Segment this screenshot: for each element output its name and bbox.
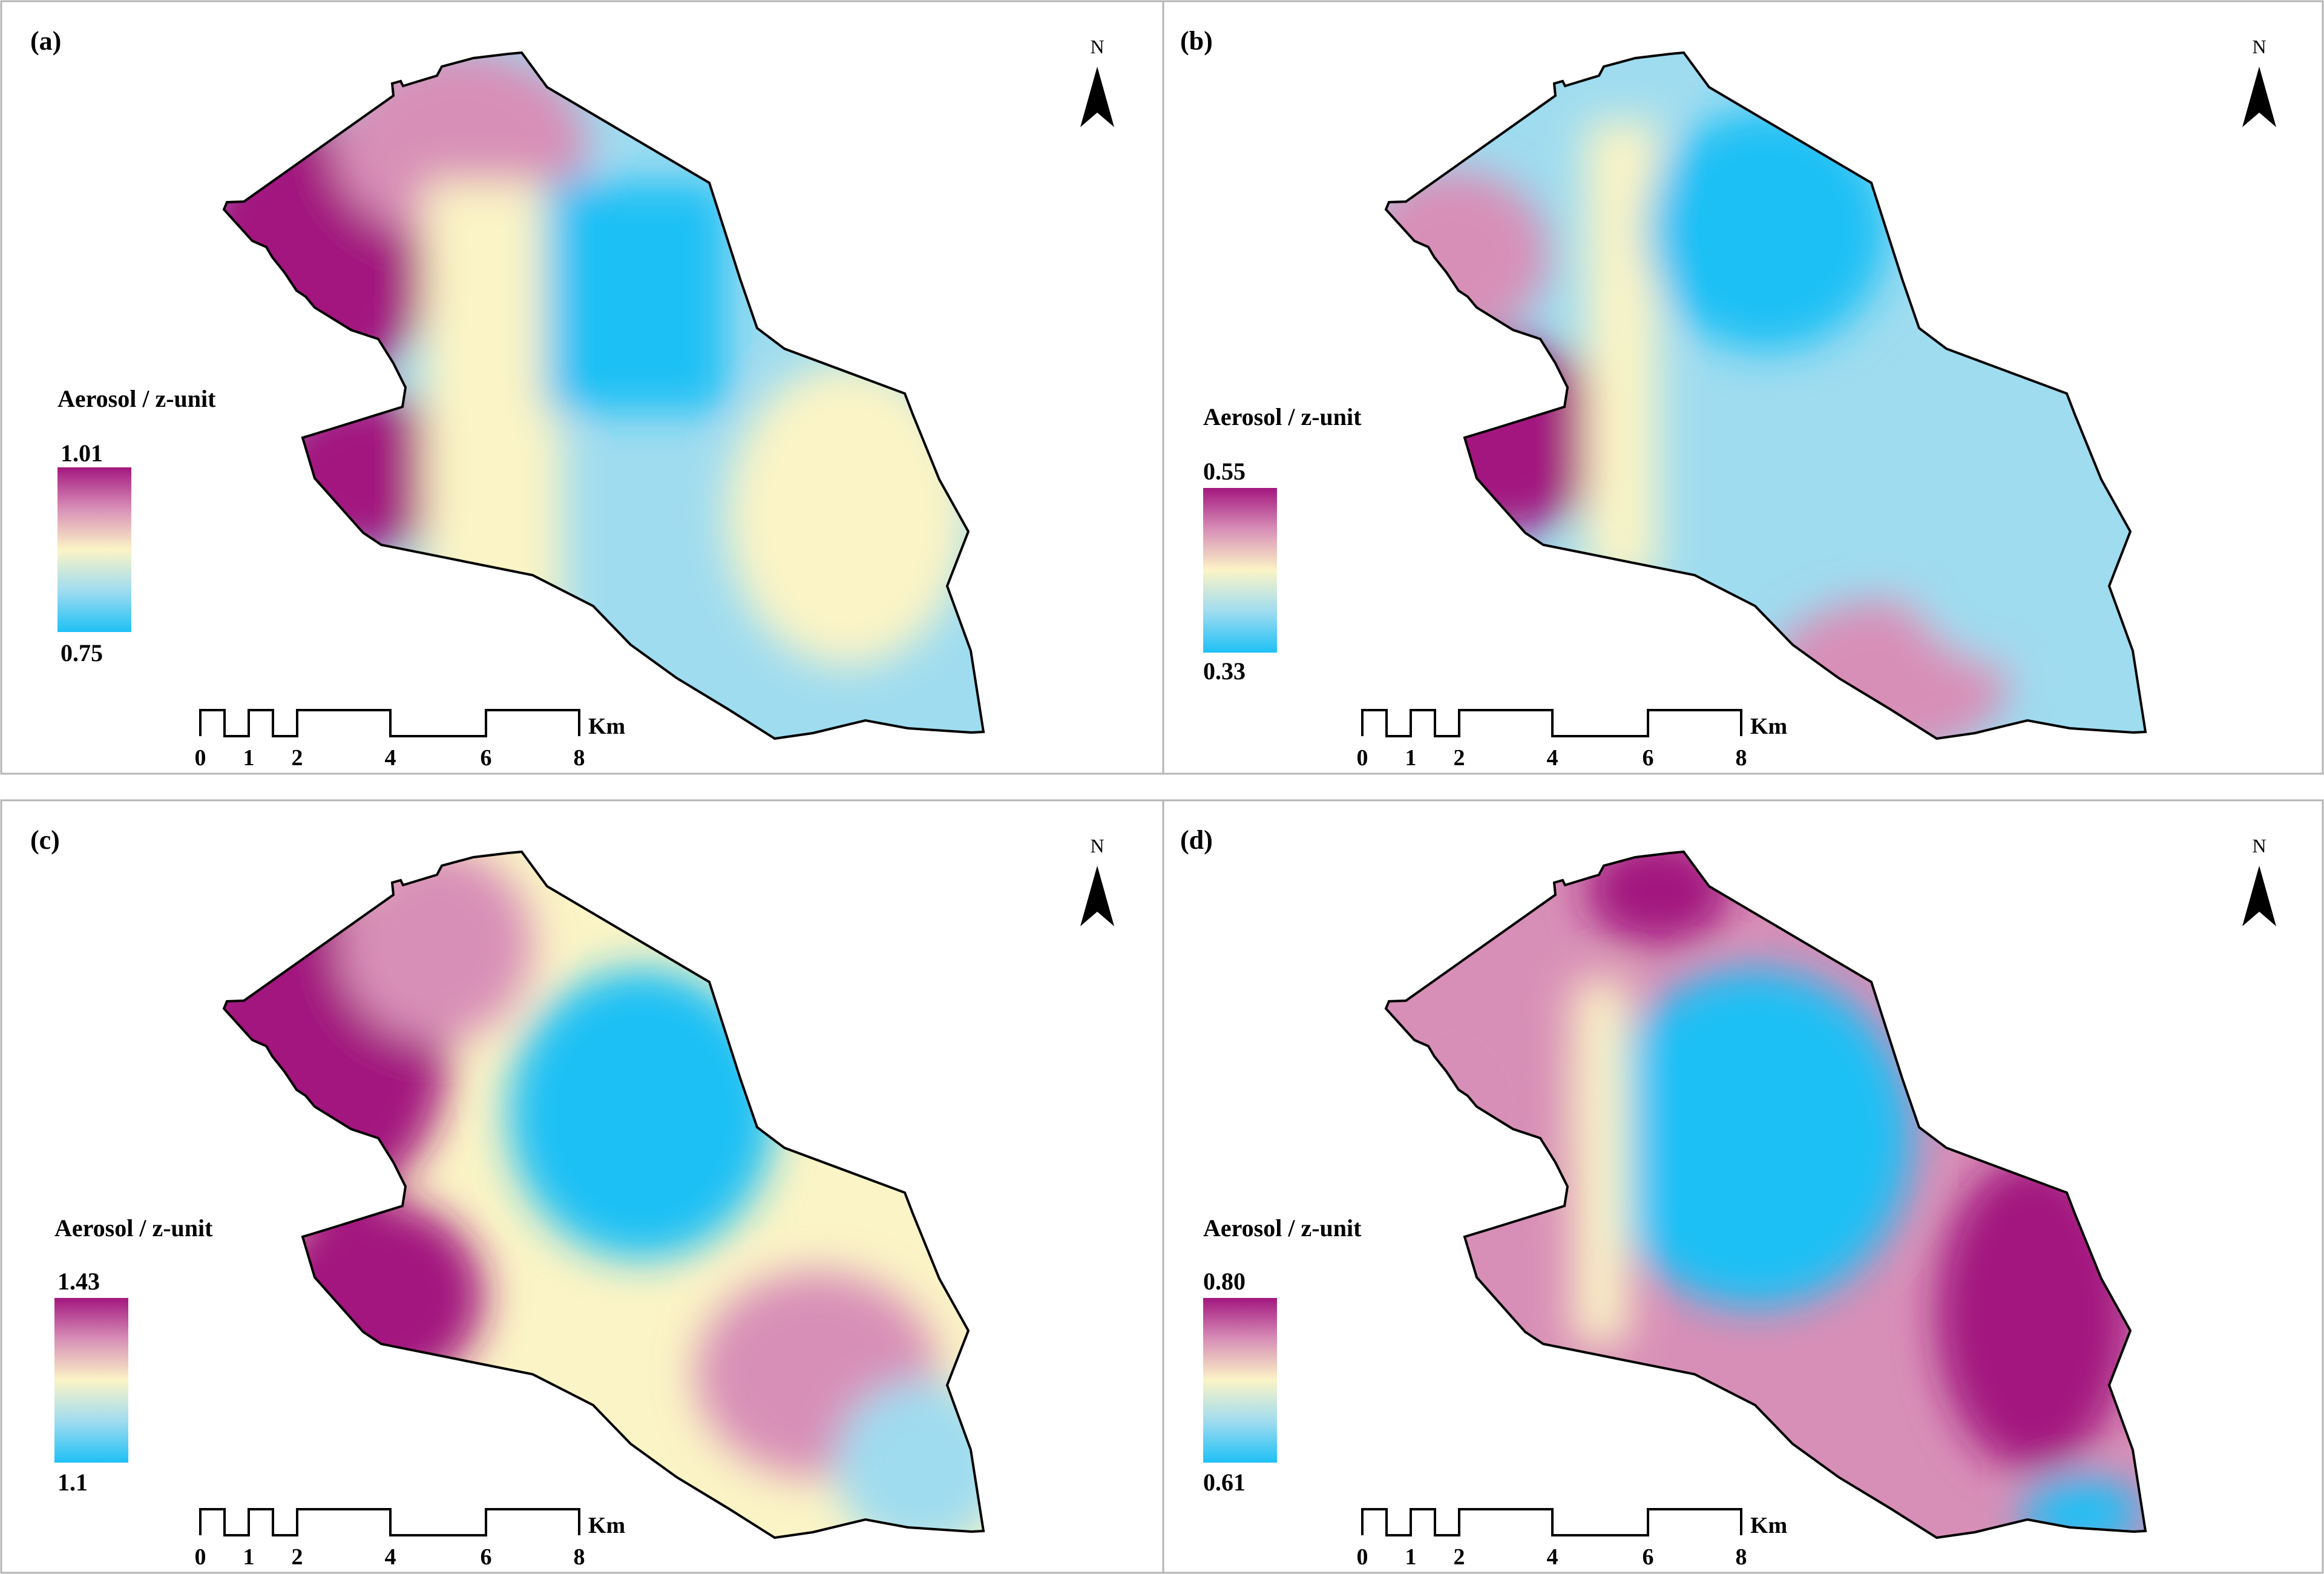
scale-tick-label: 0 xyxy=(1357,745,1368,771)
scale-bar-line xyxy=(199,1508,580,1536)
district-outline xyxy=(222,850,985,1539)
district-outline xyxy=(1384,51,2147,740)
scale-unit: Km xyxy=(588,714,625,739)
scale-tick-label: 6 xyxy=(481,1544,492,1570)
scale-tick-label: 2 xyxy=(1454,1544,1465,1570)
scale-tick-label: 8 xyxy=(574,745,585,771)
legend-title: Aerosol / z-unit xyxy=(57,385,216,412)
scale-tick-label: 0 xyxy=(195,745,206,771)
aerosol-zone-central-low xyxy=(1598,969,1912,1308)
aerosol-zone-east xyxy=(1888,363,2130,666)
scale-tick-label: 6 xyxy=(481,745,492,771)
scale-tick-label: 6 xyxy=(1643,745,1654,771)
legend-min: 0.75 xyxy=(61,639,103,667)
scale-tick-label: 2 xyxy=(292,1544,303,1570)
scale-tick-label: 8 xyxy=(1736,745,1747,771)
scale-unit: Km xyxy=(1750,1513,1787,1538)
north-arrow-icon xyxy=(1080,67,1114,127)
map-panel-c: (c) N Aerosol / z-unit 1.43 1.1 xyxy=(0,799,1168,1574)
scale-tick-label: 1 xyxy=(1405,1544,1417,1570)
scale-tick-label: 0 xyxy=(195,1544,206,1570)
map-panel-b: (b) N Aerosol / z-unit 0.55 0.33 xyxy=(1162,0,2324,775)
district-outline xyxy=(222,51,985,740)
north-label: N xyxy=(2252,36,2266,58)
scale-bar: 0 1 2 4 6 8 Km xyxy=(1357,1508,1787,1570)
scale-tick-label: 4 xyxy=(385,745,396,771)
aerosol-zone-central xyxy=(1586,121,1658,581)
legend-colorbar xyxy=(1203,1298,1277,1463)
north-arrow: N xyxy=(1080,835,1114,926)
north-arrow-icon xyxy=(2242,67,2276,127)
scale-bar: 0 1 2 4 6 8 Km xyxy=(195,1508,625,1570)
north-arrow: N xyxy=(2242,835,2276,926)
district-outline xyxy=(1384,850,2147,1539)
north-label: N xyxy=(2252,835,2266,857)
scale-tick-label: 2 xyxy=(1454,745,1465,771)
legend-colorbar xyxy=(54,1298,128,1463)
legend: Aerosol / z-unit 0.55 0.33 xyxy=(1203,403,1362,685)
scale-tick-label: 0 xyxy=(1357,1544,1368,1570)
north-label: N xyxy=(1090,835,1104,857)
north-arrow: N xyxy=(2242,36,2276,127)
legend-min: 0.61 xyxy=(1203,1469,1246,1496)
legend-max: 0.55 xyxy=(1203,458,1246,485)
scale-bar-line xyxy=(199,709,580,737)
legend-max: 1.43 xyxy=(57,1268,100,1295)
scale-bar-line xyxy=(1361,709,1742,737)
scale-bar-line xyxy=(1361,1508,1742,1536)
legend-max: 0.80 xyxy=(1203,1268,1246,1295)
scale-bar: 0 1 2 4 6 8 Km xyxy=(1357,709,1787,771)
scale-tick-label: 1 xyxy=(243,1544,255,1570)
panel-label: (b) xyxy=(1180,26,1213,56)
scale-tick-label: 4 xyxy=(1547,745,1558,771)
aerosol-zone-north-low xyxy=(508,969,775,1259)
north-arrow: N xyxy=(1080,36,1114,127)
panel-label: (d) xyxy=(1180,825,1213,855)
legend-title: Aerosol / z-unit xyxy=(54,1214,213,1242)
north-label: N xyxy=(1090,36,1104,58)
panel-label: (a) xyxy=(30,26,61,56)
scale-tick-label: 1 xyxy=(243,745,255,771)
scale-tick-label: 8 xyxy=(1736,1544,1747,1570)
legend-colorbar xyxy=(57,467,131,632)
aerosol-zone-central xyxy=(1574,981,1628,1344)
scale-tick-label: 2 xyxy=(292,745,303,771)
scale-tick-label: 4 xyxy=(1547,1544,1558,1570)
north-arrow-icon xyxy=(1080,866,1114,926)
legend-min: 0.33 xyxy=(1203,657,1246,685)
panel-label: (c) xyxy=(30,825,60,855)
legend: Aerosol / z-unit 1.01 0.75 xyxy=(57,385,216,667)
scale-tick-label: 8 xyxy=(574,1544,585,1570)
north-arrow-icon xyxy=(2242,866,2276,926)
legend: Aerosol / z-unit 1.43 1.1 xyxy=(54,1214,213,1496)
aerosol-zone-east-low xyxy=(545,182,726,412)
scale-tick-label: 6 xyxy=(1643,1544,1654,1570)
legend-colorbar xyxy=(1203,488,1277,653)
scale-unit: Km xyxy=(588,1513,625,1538)
aerosol-zone-east xyxy=(726,363,968,666)
legend-title: Aerosol / z-unit xyxy=(1203,403,1362,430)
scale-tick-label: 1 xyxy=(1405,745,1417,771)
map-panel-d: (d) N Aerosol / z-unit 0.80 0.61 xyxy=(1162,799,2324,1574)
legend-title: Aerosol / z-unit xyxy=(1203,1214,1362,1242)
scale-unit: Km xyxy=(1750,714,1787,739)
map-panel-a: (a) N Aerosol / z-unit 1.01 0.75 xyxy=(0,0,1168,775)
aerosol-zone-north-low xyxy=(1646,109,1888,351)
legend-max: 1.01 xyxy=(61,440,103,467)
aerosol-zone-east xyxy=(1937,1156,2130,1471)
scale-bar: 0 1 2 4 6 8 Km xyxy=(195,709,625,771)
legend-min: 1.1 xyxy=(57,1469,88,1496)
legend: Aerosol / z-unit 0.80 0.61 xyxy=(1203,1214,1362,1496)
scale-tick-label: 4 xyxy=(385,1544,396,1570)
